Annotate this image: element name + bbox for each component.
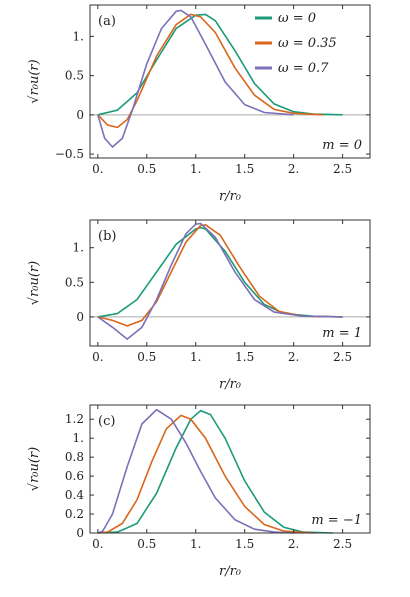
series-line-2	[97, 13, 324, 129]
x-tick-label: 2.	[288, 350, 299, 364]
m-label: m = 0	[322, 138, 362, 153]
x-tick-label: 1.5	[235, 162, 254, 176]
legend-label: ω = 0	[278, 11, 316, 26]
x-tick-label: 2.5	[333, 537, 352, 551]
x-tick-label: 2.5	[333, 350, 352, 364]
plot-frame	[89, 4, 371, 159]
x-tick-label: 2.	[288, 537, 299, 551]
panel-label: (a)	[98, 14, 116, 29]
panel-label: (c)	[98, 414, 115, 429]
x-tick-label: 1.	[190, 162, 201, 176]
m-label: m = 1	[322, 326, 362, 341]
series-line-3	[97, 408, 294, 534]
series-line-2	[97, 223, 343, 327]
x-tick-label: 1.5	[235, 537, 254, 551]
x-tick-label: 2.	[288, 162, 299, 176]
y-tick-label: 0	[76, 526, 84, 540]
y-tick-label: 1.2	[65, 412, 84, 426]
x-axis-label: r/r₀	[219, 189, 242, 204]
legend-label: ω = 0.7	[278, 61, 329, 76]
series-line-2	[97, 414, 314, 534]
y-tick-label: 0.5	[65, 275, 84, 289]
y-tick-label: 0.6	[65, 469, 84, 483]
x-tick-label: 0.5	[137, 350, 156, 364]
series-line-3	[97, 222, 343, 341]
y-tick-label: 0	[76, 310, 84, 324]
x-tick-label: 1.	[190, 350, 201, 364]
legend-label: ω = 0.35	[278, 36, 337, 51]
plot-frame	[89, 404, 371, 534]
y-tick-label: 0.4	[65, 488, 84, 502]
series-line-1	[97, 409, 333, 534]
x-tick-label: 2.5	[333, 162, 352, 176]
series-line-1	[97, 226, 343, 318]
x-tick-label: 1.	[190, 537, 201, 551]
plot-frame	[89, 219, 371, 347]
y-tick-label: 1.	[73, 29, 84, 43]
x-axis-label: r/r₀	[219, 564, 242, 579]
y-tick-label: 0.8	[65, 450, 84, 464]
y-tick-label: 0.5	[65, 69, 84, 83]
y-tick-label: −0.5	[55, 147, 84, 161]
y-axis-label: √r₀u(r)	[27, 261, 42, 305]
chart-panel-2: 0. 0.5 1. 1.5 2. 2.5 0 0.5 1. r/r₀ √r₀u(r) (b) m = 1	[27, 219, 371, 392]
x-tick-label: 1.5	[235, 350, 254, 364]
y-tick-label: 0	[76, 108, 84, 122]
y-tick-label: 0.2	[65, 507, 84, 521]
x-tick-label: 0.5	[137, 537, 156, 551]
x-tick-label: 0.5	[137, 162, 156, 176]
panel-label: (b)	[98, 229, 116, 244]
series-line-3	[97, 9, 294, 149]
m-label: m = −1	[311, 513, 362, 528]
y-axis-label: √r₀u(r)	[27, 59, 42, 103]
y-tick-label: 1.	[73, 431, 84, 445]
y-axis-label: √r₀u(r)	[27, 447, 42, 491]
x-tick-label: 0.	[92, 162, 103, 176]
chart-panel-1: 0. 0.5 1. 1.5 2. 2.5 −0.5 0 0.5 1. r/r₀ √r₀u(r) (a) m…	[27, 4, 371, 204]
y-tick-label: 1.	[73, 241, 84, 255]
chart-panel-3: 0. 0.5 1. 1.5 2. 2.5 0 0.2 0.4 0.6 0.8 1. 1.2 r/r₀ √r₀…	[27, 404, 371, 579]
x-axis-label: r/r₀	[219, 377, 242, 392]
x-tick-label: 0.	[92, 350, 103, 364]
legend: ω = 0 ω = 0.35 ω = 0.7	[255, 11, 337, 76]
x-tick-label: 0.	[92, 537, 103, 551]
